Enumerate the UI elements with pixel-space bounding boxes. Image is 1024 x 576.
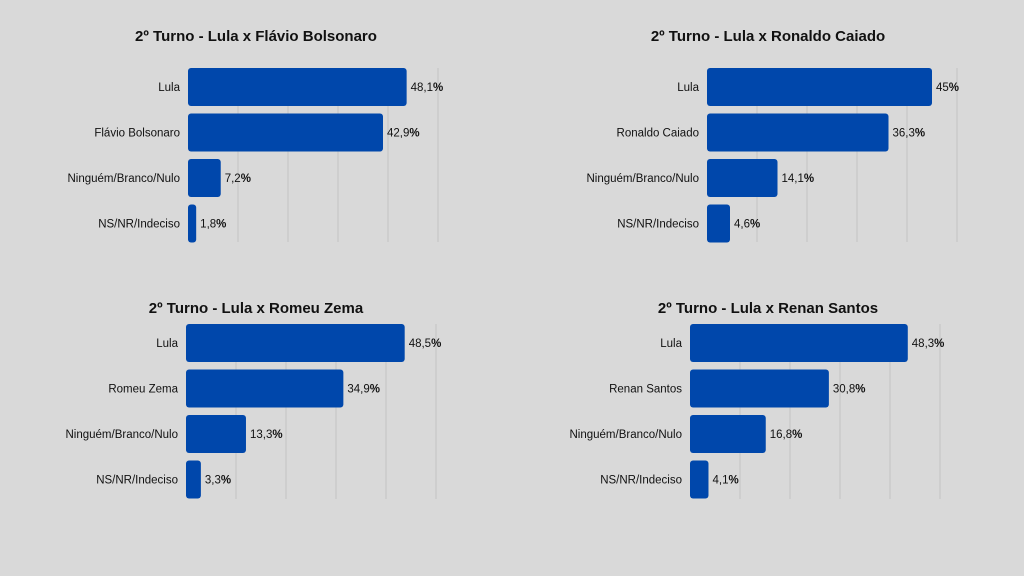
chart-title: 2º Turno - Lula x Ronaldo Caiado <box>650 28 886 45</box>
bar <box>690 415 766 453</box>
value-label: 48,5% <box>409 338 442 350</box>
value-label: 42,9% <box>387 128 420 140</box>
category-label: Lula <box>158 82 180 94</box>
category-label: NS/NR/Indeciso <box>98 219 180 231</box>
chart-panel-caiado: 2º Turno - Lula x Ronaldo Caiado Lula 45%… <box>512 28 1024 278</box>
value-label: 36,3% <box>893 128 926 140</box>
value-label: 4,1% <box>712 475 738 487</box>
value-label: 16,8% <box>770 429 803 441</box>
category-label: Lula <box>660 338 682 350</box>
bar <box>707 113 889 152</box>
value-label: 48,1% <box>411 82 444 94</box>
bar <box>188 113 383 152</box>
bar-chart: Lula 48,5% Romeu Zema 34,9% Ninguém/Branco/N… <box>65 324 442 499</box>
category-label: NS/NR/Indeciso <box>617 219 699 231</box>
category-label: Lula <box>156 338 178 350</box>
category-label: Lula <box>677 82 699 94</box>
value-label: 7,2% <box>225 173 251 185</box>
value-label: 45% <box>936 82 959 94</box>
value-label: 14,1% <box>782 173 815 185</box>
bar <box>188 68 407 106</box>
bar <box>690 324 908 362</box>
value-label: 34,9% <box>347 384 380 396</box>
value-label: 48,3% <box>912 338 945 350</box>
bar <box>186 415 246 453</box>
bar <box>690 369 829 408</box>
category-label: NS/NR/Indeciso <box>600 475 682 487</box>
bar <box>707 68 932 106</box>
value-label: 13,3% <box>250 429 283 441</box>
chart-panel-zema: 2º Turno - Lula x Romeu Zema Lula 48,5% Ro… <box>0 300 512 550</box>
chart-title: 2º Turno - Lula x Romeu Zema <box>148 300 364 317</box>
value-label: 3,3% <box>205 475 231 487</box>
category-label: Renan Santos <box>609 384 682 396</box>
bar <box>690 460 709 499</box>
category-label: NS/NR/Indeciso <box>96 475 178 487</box>
chart-title: 2º Turno - Lula x Renan Santos <box>657 300 879 317</box>
category-label: Ninguém/Branco/Nulo <box>569 429 682 441</box>
bar <box>188 159 221 197</box>
chart-title: 2º Turno - Lula x Flávio Bolsonaro <box>135 28 377 45</box>
bar <box>707 204 730 243</box>
bar <box>707 159 778 197</box>
category-label: Ronaldo Caiado <box>617 128 699 140</box>
category-label: Romeu Zema <box>108 384 178 396</box>
bar-chart: Lula 48,3% Renan Santos 30,8% Ninguém/Branco… <box>569 324 945 499</box>
category-label: Flávio Bolsonaro <box>94 128 180 140</box>
bar <box>186 324 405 362</box>
chart-panel-renan: 2º Turno - Lula x Renan Santos Lula 48,3%… <box>512 300 1024 550</box>
category-label: Ninguém/Branco/Nulo <box>586 173 699 185</box>
chart-panel-flavio: 2º Turno - Lula x Flávio Bolsonaro Lula 4… <box>0 28 512 278</box>
value-label: 1,8% <box>200 219 226 231</box>
bar <box>186 369 344 408</box>
value-label: 4,6% <box>734 219 760 231</box>
bar <box>188 204 197 243</box>
value-label: 30,8% <box>833 384 866 396</box>
bar-chart: Lula 45% Ronaldo Caiado 36,3% Ninguém/Branco… <box>586 68 959 243</box>
category-label: Ninguém/Branco/Nulo <box>67 173 180 185</box>
bar-chart: Lula 48,1% Flávio Bolsonaro 42,9% Ninguém/Br… <box>67 68 444 243</box>
bar <box>186 460 201 499</box>
category-label: Ninguém/Branco/Nulo <box>65 429 178 441</box>
